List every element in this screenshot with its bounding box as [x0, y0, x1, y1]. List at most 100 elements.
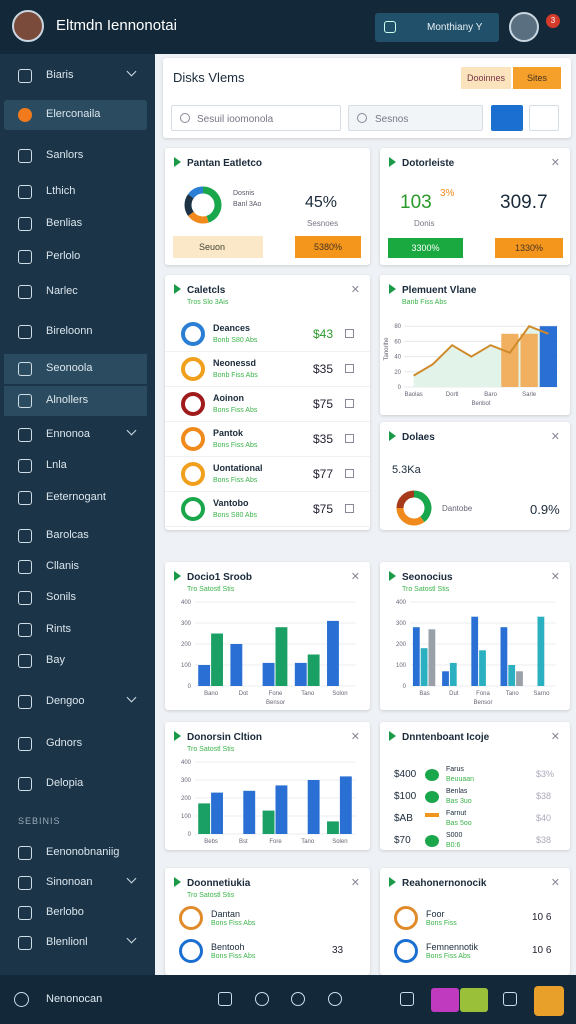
list-row[interactable]: Deances Bonb S80 Abs $43 [165, 317, 370, 352]
nav-icon[interactable] [291, 992, 305, 1006]
close-button[interactable]: ✕ [350, 284, 360, 296]
card-title: Dolaes [402, 432, 435, 443]
card-flag [389, 431, 396, 441]
profile-button[interactable] [529, 105, 559, 131]
sidebar-item[interactable]: Berlobo [4, 898, 147, 928]
list-row[interactable]: Aoinon Bons Fiss Abs $75 [165, 387, 370, 422]
sidebar-item[interactable]: Dengoo [4, 687, 147, 717]
sidebar-item[interactable]: Blenlionl [4, 928, 147, 958]
card-title: Caletcls [187, 285, 226, 296]
app-button[interactable] [534, 986, 564, 1016]
toolbar-button[interactable]: Dooinnes [461, 67, 511, 89]
row-amount: $AB [394, 813, 413, 824]
x-tick-label: Bas [419, 691, 429, 697]
list-row[interactable]: Pantok Bons Fiss Abs $35 [165, 422, 370, 457]
sidebar-item[interactable]: Benlias [4, 209, 147, 239]
close-button[interactable]: ✕ [550, 157, 560, 169]
toolbar-button[interactable]: Sites [513, 67, 561, 89]
sidebar-item[interactable]: Cllanis [4, 552, 147, 582]
card-flag [174, 731, 181, 741]
close-button[interactable]: ✕ [550, 877, 560, 889]
sidebar-icon [18, 936, 32, 950]
close-button[interactable]: ✕ [350, 731, 360, 743]
row-icon [425, 813, 439, 817]
y-tick-label: 300 [181, 778, 192, 784]
sidebar-item[interactable]: Ennonoa [4, 420, 147, 450]
sidebar-item[interactable]: Biaris [4, 61, 147, 91]
sidebar-item[interactable]: Sinonoan [4, 868, 147, 898]
close-button[interactable]: ✕ [550, 431, 560, 443]
row-name: Benlas [446, 788, 468, 795]
card-title: Reahonernonocik [402, 878, 487, 889]
search-box[interactable]: Sesuil ioomonola [171, 105, 341, 131]
item-name: Pantok [213, 428, 244, 438]
filter-box[interactable]: Sesnos [348, 105, 483, 131]
sidebar-item[interactable]: Alnollers [4, 386, 147, 416]
selector[interactable]: Monthiany Y [375, 13, 499, 42]
sidebar-icon [18, 623, 32, 637]
x-tick-label: Fore [269, 839, 282, 845]
sidebar-item[interactable]: Bay [4, 646, 147, 676]
sidebar-item[interactable]: Gdnors [4, 729, 147, 759]
sidebar-label: Dengoo [46, 695, 85, 707]
card-subtitle: Tro Satostl Stis [187, 586, 235, 593]
donut-segment [202, 186, 222, 223]
card-flag [174, 877, 181, 887]
row-icon [394, 939, 418, 963]
sidebar-item[interactable]: Seonoola [4, 354, 147, 384]
donut-segment [413, 490, 432, 523]
search-icon [180, 113, 190, 123]
nav-icon[interactable] [503, 992, 517, 1006]
avatar[interactable] [12, 10, 44, 42]
kpi-button[interactable]: 1330% [495, 238, 563, 258]
list-row[interactable]: Vantobo Bons S80 Abs $75 [165, 492, 370, 527]
user-avatar[interactable] [509, 12, 539, 42]
nav-icon[interactable] [328, 992, 342, 1006]
kpi-button[interactable]: 5380% [295, 236, 361, 258]
search-button[interactable] [491, 105, 523, 131]
sidebar-icon [18, 876, 32, 890]
kpi-button[interactable]: Seuon [173, 236, 263, 258]
nav-icon[interactable] [400, 992, 414, 1006]
legend-label: Banl 3Ao [233, 201, 262, 208]
chevron [126, 873, 137, 884]
y-tick-label: 100 [396, 663, 407, 669]
list-row[interactable]: Neonessd Bonb Fiss Abs $35 [165, 352, 370, 387]
sidebar-icon [18, 560, 32, 574]
item-value: $75 [313, 502, 334, 516]
sidebar-item[interactable]: Rints [4, 615, 147, 645]
badge: 3 [546, 14, 560, 28]
row-value: $3% [536, 769, 555, 779]
list-row[interactable]: Uontational Bons Fiss Abs $77 [165, 457, 370, 492]
sidebar-item[interactable]: Sonils [4, 583, 147, 613]
sidebar-item[interactable]: Bireloonn [4, 317, 147, 347]
sidebar-item[interactable]: Lthich [4, 177, 147, 207]
sidebar-item[interactable]: Delopia [4, 769, 147, 799]
nav-icon[interactable] [255, 992, 269, 1006]
sidebar-item[interactable]: Perlolo [4, 242, 147, 272]
section-label: SEBINIS [18, 816, 61, 826]
sidebar-item[interactable]: Eenonobnaniig [4, 838, 147, 868]
donut-value: 5.3Ka [392, 464, 421, 476]
kpi-button[interactable]: 3300% [388, 238, 463, 258]
bar [307, 780, 320, 834]
y-tick-label: 400 [181, 760, 192, 766]
sidebar-item[interactable]: Barolcas [4, 521, 147, 551]
top-bar: Eltmdn Iennonotai Monthiany Y 3 [0, 0, 576, 54]
kpi-caption: Donis [414, 219, 435, 228]
app-button[interactable] [431, 988, 459, 1012]
sidebar-item[interactable]: Eeternogant [4, 483, 147, 513]
sidebar-item[interactable]: Lnla [4, 451, 147, 481]
sidebar-label: Barolcas [46, 529, 89, 541]
nav-icon[interactable] [218, 992, 232, 1006]
sidebar-item[interactable]: Sanlors [4, 141, 147, 171]
sidebar-item[interactable]: Elerconaila [4, 100, 147, 130]
close-button[interactable]: ✕ [550, 571, 560, 583]
sidebar-item[interactable]: Narlec [4, 277, 147, 307]
item-name: Vantobo [213, 498, 249, 508]
close-button[interactable]: ✕ [350, 877, 360, 889]
close-button[interactable]: ✕ [550, 731, 560, 743]
close-button[interactable]: ✕ [350, 571, 360, 583]
app-button[interactable] [460, 988, 488, 1012]
sidebar-icon [18, 394, 32, 408]
